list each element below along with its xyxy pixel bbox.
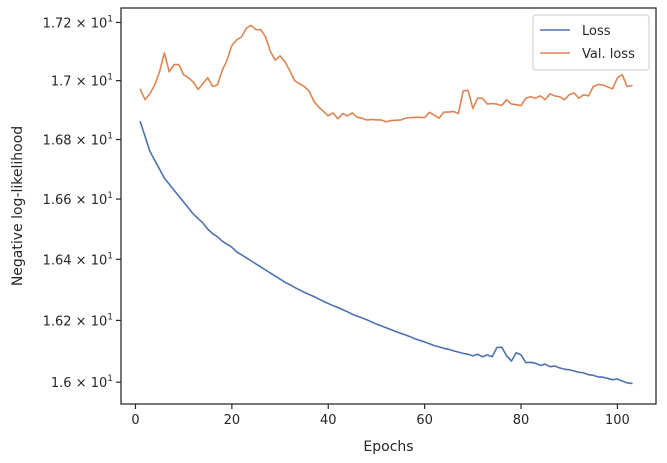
x-tick-label: 60 (416, 413, 433, 428)
legend: Loss Val. loss (532, 14, 650, 71)
series-line-val-loss (139, 24, 633, 123)
x-tick-label: 100 (605, 413, 630, 428)
y-tick-label: 1.68 × 101 (43, 131, 113, 148)
x-axis-ticks: 0 20 40 60 80 100 (131, 404, 630, 428)
legend-box (532, 14, 650, 71)
x-tick-label: 20 (224, 413, 241, 428)
plot-area-frame (120, 7, 657, 405)
series-line-loss (139, 120, 633, 385)
y-tick-label: 1.64 × 101 (43, 251, 113, 268)
x-tick-label: 0 (131, 413, 139, 428)
y-tick-label: 1.66 × 101 (43, 191, 113, 208)
legend-label-loss: Loss (582, 24, 611, 39)
y-axis-ticks: 1.6 × 101 1.62 × 101 1.64 × 101 1.66 × 101 1… (43, 14, 121, 391)
x-tick-label: 40 (320, 413, 337, 428)
x-tick-label: 80 (513, 413, 530, 428)
y-tick-label: 1.6 × 101 (51, 374, 113, 391)
y-tick-label: 1.7 × 101 (51, 73, 113, 90)
y-tick-label: 1.62 × 101 (43, 312, 113, 329)
series-lines (139, 24, 633, 385)
y-tick-label: 1.72 × 101 (43, 14, 113, 31)
legend-label-val-loss: Val. loss (582, 47, 635, 62)
x-axis-label: Epochs (363, 439, 413, 455)
y-axis-label: Negative log-likelihood (10, 126, 26, 286)
